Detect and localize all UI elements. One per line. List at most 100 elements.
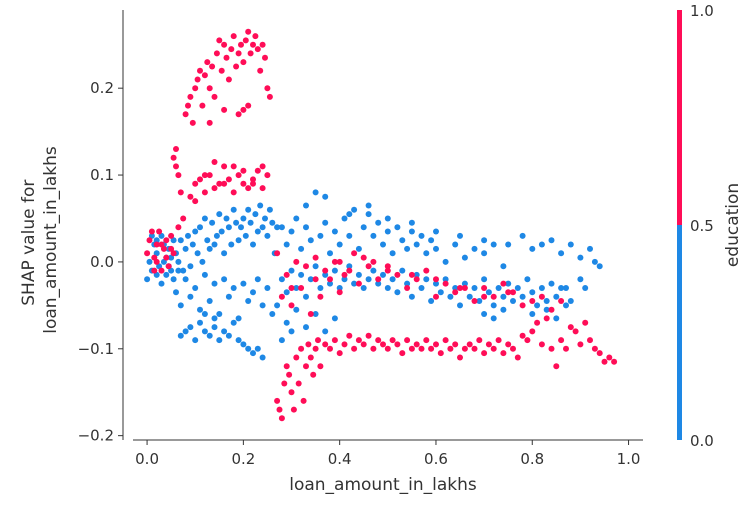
data-point-low [211,315,218,322]
data-point-low [144,276,151,283]
data-point-high [283,363,290,370]
data-point-low [312,311,319,317]
data-point-high [288,389,295,396]
data-point-low [187,293,194,300]
data-point-low [177,332,184,339]
data-point-low [341,215,348,222]
data-point-low [269,219,276,226]
data-point-low [563,302,569,309]
data-point-high [216,37,223,44]
data-point-low [404,245,411,252]
data-point-low [254,276,261,283]
data-point-low [418,285,425,291]
data-point-high [259,41,266,48]
data-point-high [587,337,593,344]
data-point-high [423,337,430,344]
data-point-high [596,350,603,357]
data-point-high [206,85,213,92]
data-point-low [452,241,459,248]
data-point-high [606,354,613,361]
data-point-low [170,276,177,283]
data-point-high [307,311,314,317]
data-point-high [144,250,151,257]
data-point-low [230,206,237,213]
data-point-low [245,345,252,352]
data-point-low [389,276,396,283]
data-point-low [351,280,358,287]
data-point-high [192,180,199,187]
data-point-high [235,111,242,118]
data-point-low [490,302,497,309]
data-point-low [252,211,259,218]
data-point-high [495,337,502,344]
data-point-high [524,337,531,344]
data-point-low [500,306,507,313]
data-point-high [543,315,550,322]
data-point-high [247,50,254,57]
data-point-high [240,180,247,187]
data-point-high [548,306,555,313]
data-point-high [211,93,218,100]
data-point-high [538,293,545,300]
colorbar-tick-bottom: 0.0 [690,432,714,450]
data-point-high [303,263,309,270]
y-tick-label: 0.1 [90,166,114,184]
data-point-low [331,267,338,274]
data-point-low [233,219,240,226]
data-point-high [283,271,290,278]
data-point-high [221,180,228,187]
data-point-high [206,119,213,126]
data-point-high [567,324,574,331]
data-point-high [310,371,317,378]
data-point-low [288,328,295,335]
data-point-low [250,350,256,357]
data-point-low [346,263,353,270]
data-point-high [240,167,247,174]
data-point-low [259,224,266,231]
data-point-low [524,276,531,283]
data-point-high [163,237,170,244]
data-point-low [500,293,507,300]
data-point-low [298,245,305,252]
data-point-high [230,33,237,40]
data-point-high [452,289,459,296]
data-point-high [288,285,295,291]
data-point-high [197,67,203,74]
data-point-high [538,341,545,348]
data-point-high [223,54,230,61]
data-point-low [408,219,415,226]
data-point-low [254,345,261,352]
data-point-low [182,276,189,283]
data-point-high [278,415,285,422]
data-point-low [418,232,425,239]
data-point-low [307,276,314,283]
data-point-high [505,289,512,296]
data-point-high [173,163,179,170]
data-point-high [380,341,386,348]
data-point-low [312,189,319,196]
data-point-high [514,354,521,361]
data-point-high [259,163,266,170]
data-point-low [257,202,264,209]
data-point-low [452,285,459,291]
data-point-high [288,302,295,309]
data-point-low [510,298,516,304]
data-point-high [365,263,372,270]
data-point-low [322,219,329,226]
data-point-low [514,285,521,291]
data-point-high [341,341,348,348]
data-point-low [538,285,545,291]
data-point-high [529,328,536,335]
data-point-low [177,237,184,244]
data-point-low [543,306,550,313]
data-point-low [336,285,343,291]
data-point-high [423,267,430,274]
data-point-low [437,289,444,296]
data-point-low [175,267,182,274]
data-point-high [433,276,439,283]
data-point-low [189,241,196,248]
data-point-low [168,254,175,261]
data-point-high [322,267,329,274]
y-axis-label: SHAP value for loan_amount_in_lakhs [19,146,61,334]
data-point-high [245,28,252,35]
